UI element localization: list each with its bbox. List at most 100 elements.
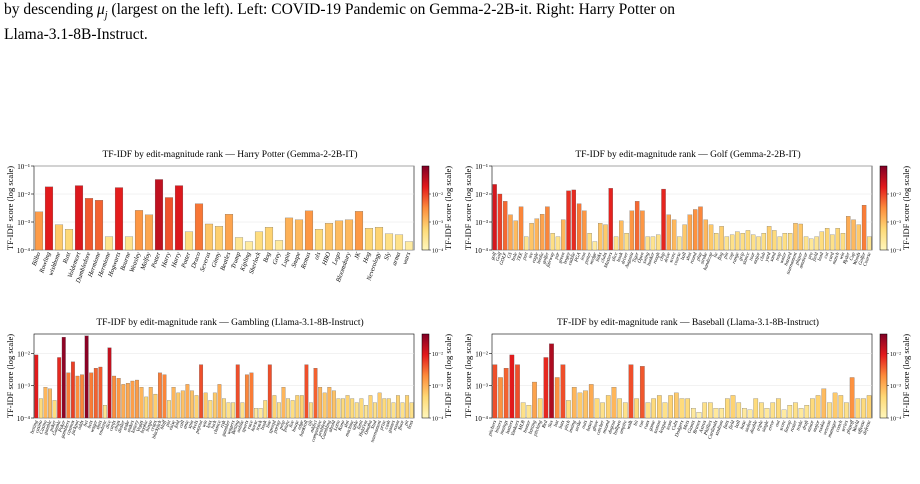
x-tick-label: Golf [496,251,504,262]
x-tick-label: Ryder [843,252,852,266]
colorbar-tick-label: 10⁻² [432,352,443,358]
bar [180,390,185,419]
bar [708,224,714,251]
bar [677,236,682,251]
x-tick-label: bingo [146,420,155,433]
y-tick-label: 10⁻⁴ [475,415,489,423]
x-tick-label: dugout [608,419,618,434]
colorbar-tick-label: 10⁻² [890,352,901,358]
x-tick-label: addict [310,419,319,433]
bar [753,398,759,419]
caption-line-1: by descending μj (largest on the left). … [4,1,676,22]
x-tick-label: double [750,419,760,434]
x-tick-label: lie [713,251,720,258]
bar [827,402,832,419]
x-tick-label: error [768,420,776,432]
x-tick-label: inning [569,420,578,434]
bar [628,364,634,419]
bar [592,241,598,251]
bar [344,219,354,251]
x-tick-label: ball [735,419,743,429]
bar [835,228,840,251]
x-tick-label: book [261,419,269,431]
bar [281,387,286,419]
bar [529,223,534,251]
figure-caption: by descending μj (largest on the left). … [4,0,916,44]
x-tick-label: hitters [495,420,504,434]
bar [231,402,236,419]
x-tick-label: Grey [271,251,282,265]
x-tick-label: parlay [273,419,283,435]
bar [782,233,788,251]
x-tick-label: Cup [849,252,857,262]
x-tick-label: grip [739,252,747,262]
x-tick-label: Phillies [703,420,713,437]
bar [125,383,130,419]
bar [409,402,414,419]
chart-panel-harry-potter-gemma: TF-IDF by edit-magnitude rank — Harry Po… [4,150,456,308]
bar [815,395,821,419]
bar [34,354,39,419]
bar [384,233,394,251]
bar [74,185,84,251]
bar [194,395,199,419]
x-tick-label: pro [807,252,815,261]
bar [687,214,693,251]
chart-panel-gambling-llama: TF-IDF by edit-magnitude rank — Gambling… [4,318,456,476]
bar [534,218,540,251]
bar [624,233,629,251]
bar [555,236,561,251]
bar [38,398,43,419]
x-tick-label: sand [770,252,778,263]
x-tick-label: prize [379,419,388,432]
bar [492,364,498,419]
x-tick-label: game [649,419,658,432]
bar [824,228,830,251]
bar [661,188,666,251]
x-tick-label: play [696,251,704,262]
bar [666,214,671,251]
x-tick-label: league [659,419,669,434]
x-tick-label: roster [790,420,799,433]
bar [520,402,526,419]
x-tick-label: out [775,419,782,427]
bar [154,179,164,251]
x-tick-label: HBO [321,251,333,267]
bar [537,398,543,419]
bar [539,214,545,251]
bar [645,236,650,251]
bar [492,184,497,251]
x-tick-label: field [812,252,820,263]
bar [736,402,742,419]
x-tick-label: par [554,252,561,261]
bar [851,219,856,251]
x-tick-label: wagers [227,420,237,435]
bar [685,398,691,419]
bar [503,368,509,419]
bar [729,234,735,251]
bar [645,402,651,419]
bar [382,398,387,419]
bar [702,402,708,419]
bar [272,395,277,419]
bar [747,409,753,419]
bar [545,206,550,251]
bar [61,337,66,419]
bar [217,384,222,419]
x-tick-label: Bog [262,251,272,264]
bar [730,395,736,419]
x-tick-label: defense [863,419,873,436]
bar [821,388,827,419]
bar [619,220,624,251]
bar [554,377,560,419]
x-tick-label: cut [824,251,831,259]
bar [622,402,628,419]
x-tick-label: round [690,252,699,265]
y-axis-label: TF-IDF score (log scale) [5,334,15,418]
x-tick-label: win [839,252,846,261]
bar [497,193,503,251]
bar [84,198,94,251]
x-tick-label: Betting [231,420,241,436]
x-tick-label: Yankees [511,420,521,437]
x-tick-label: limit [357,419,365,430]
